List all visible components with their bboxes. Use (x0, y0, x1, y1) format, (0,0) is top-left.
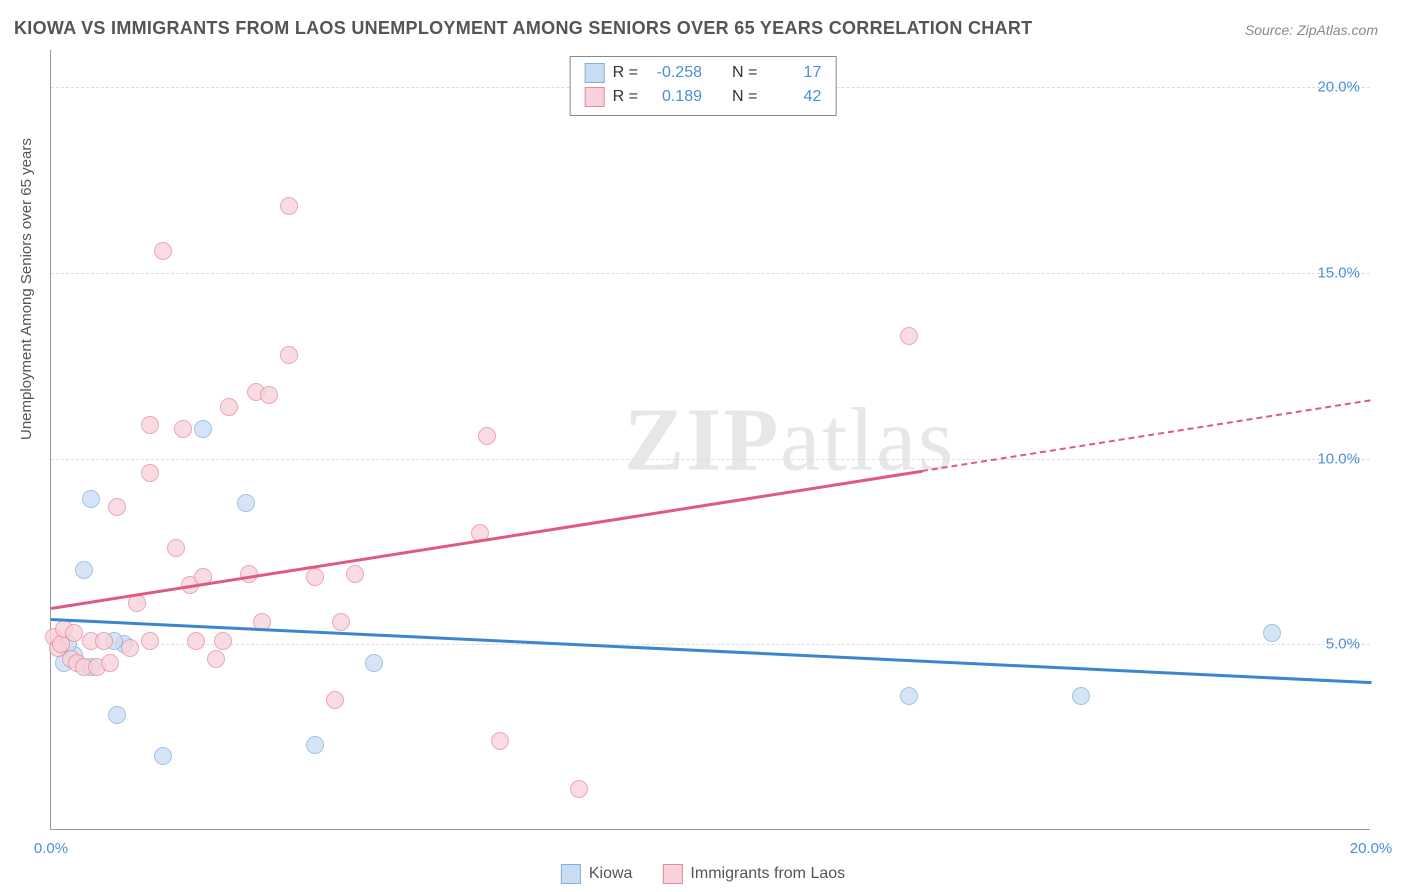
trend-line (922, 399, 1371, 472)
data-point (108, 706, 126, 724)
data-point (194, 420, 212, 438)
chart-container: KIOWA VS IMMIGRANTS FROM LAOS UNEMPLOYME… (0, 0, 1406, 892)
x-tick-label: 20.0% (1350, 840, 1393, 857)
data-point (1072, 687, 1090, 705)
data-point (220, 398, 238, 416)
data-point (95, 632, 113, 650)
y-tick-label: 15.0% (1317, 264, 1360, 281)
data-point (141, 464, 159, 482)
data-point (167, 539, 185, 557)
data-point (65, 624, 83, 642)
data-point (82, 490, 100, 508)
legend-item: Kiowa (561, 864, 633, 884)
legend-swatch (585, 87, 605, 107)
y-axis-label: Unemployment Among Seniors over 65 years (18, 138, 35, 440)
data-point (900, 687, 918, 705)
data-point (280, 346, 298, 364)
data-point (154, 242, 172, 260)
data-point (346, 565, 364, 583)
legend-label: Kiowa (589, 865, 633, 883)
chart-title: KIOWA VS IMMIGRANTS FROM LAOS UNEMPLOYME… (14, 18, 1032, 39)
data-point (306, 736, 324, 754)
data-point (141, 416, 159, 434)
watermark-light: atlas (780, 390, 955, 489)
y-tick-label: 5.0% (1326, 636, 1360, 653)
x-tick-label: 0.0% (34, 840, 68, 857)
n-value: 42 (765, 88, 821, 106)
data-point (237, 494, 255, 512)
n-label: N = (732, 64, 757, 82)
data-point (280, 197, 298, 215)
n-label: N = (732, 88, 757, 106)
legend-swatch (585, 63, 605, 83)
n-value: 17 (765, 64, 821, 82)
data-point (141, 632, 159, 650)
legend: Kiowa Immigrants from Laos (561, 864, 845, 884)
r-value: -0.258 (646, 64, 702, 82)
data-point (214, 632, 232, 650)
trend-line (51, 618, 1371, 684)
data-point (207, 650, 225, 668)
data-point (570, 780, 588, 798)
r-label: R = (613, 64, 638, 82)
data-point (108, 498, 126, 516)
data-point (478, 427, 496, 445)
data-point (1263, 624, 1281, 642)
stats-row: R = 0.189 N = 42 (585, 85, 822, 109)
data-point (365, 654, 383, 672)
r-value: 0.189 (646, 88, 702, 106)
plot-area: ZIPatlas 5.0%10.0%15.0%20.0%0.0%20.0% (50, 50, 1370, 830)
data-point (187, 632, 205, 650)
grid-line (51, 644, 1370, 645)
grid-line (51, 459, 1370, 460)
y-tick-label: 10.0% (1317, 450, 1360, 467)
stats-row: R = -0.258 N = 17 (585, 61, 822, 85)
legend-swatch (561, 864, 581, 884)
data-point (174, 420, 192, 438)
data-point (154, 747, 172, 765)
source-label: Source: ZipAtlas.com (1245, 22, 1378, 38)
data-point (260, 386, 278, 404)
watermark: ZIPatlas (624, 388, 955, 491)
r-label: R = (613, 88, 638, 106)
data-point (128, 594, 146, 612)
data-point (306, 568, 324, 586)
legend-swatch (662, 864, 682, 884)
stats-box: R = -0.258 N = 17 R = 0.189 N = 42 (570, 56, 837, 116)
data-point (121, 639, 139, 657)
data-point (326, 691, 344, 709)
watermark-bold: ZIP (624, 390, 780, 489)
data-point (332, 613, 350, 631)
y-tick-label: 20.0% (1317, 79, 1360, 96)
legend-label: Immigrants from Laos (690, 865, 845, 883)
data-point (101, 654, 119, 672)
data-point (900, 327, 918, 345)
legend-item: Immigrants from Laos (662, 864, 845, 884)
grid-line (51, 273, 1370, 274)
data-point (75, 561, 93, 579)
data-point (491, 732, 509, 750)
